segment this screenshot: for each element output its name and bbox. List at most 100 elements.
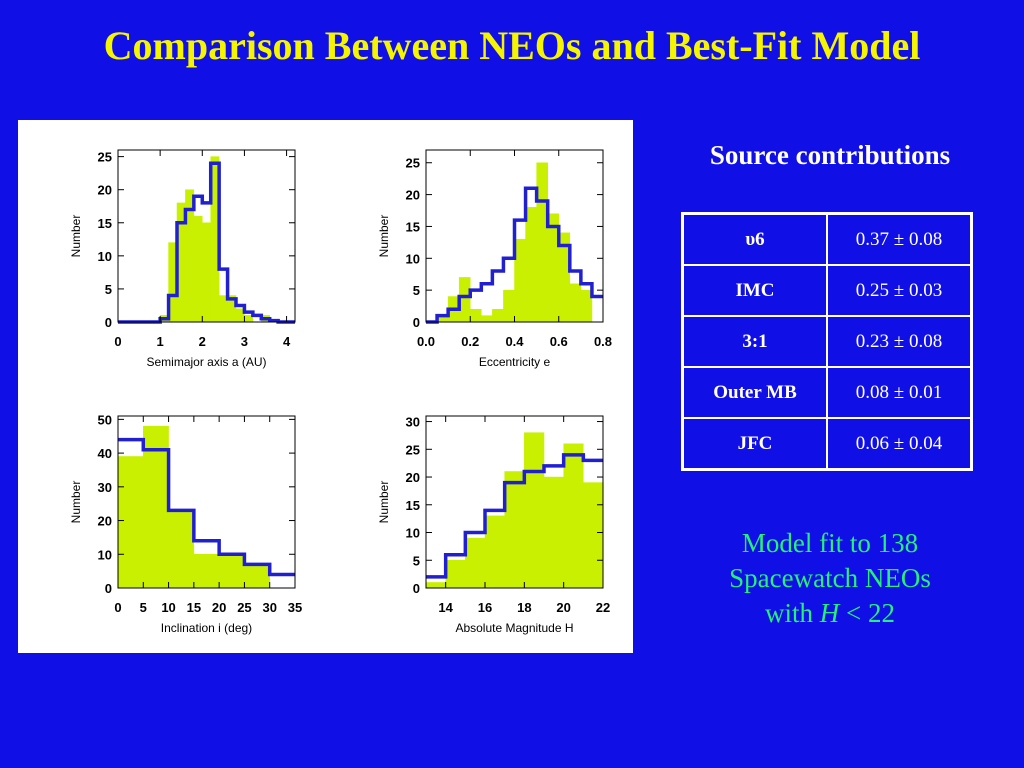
- y-tick-label: 0: [105, 581, 112, 596]
- y-tick-label: 10: [98, 547, 112, 562]
- observed-bar: [202, 222, 211, 323]
- x-tick-label: 10: [161, 600, 175, 615]
- y-tick-label: 50: [98, 412, 112, 427]
- x-axis-label: Inclination i (deg): [161, 621, 252, 635]
- table-row: Outer MB 0.08 ± 0.01: [681, 366, 973, 419]
- x-axis-label: Semimajor axis a (AU): [146, 355, 266, 369]
- source-contributions-table: υ6 0.37 ± 0.08 IMC 0.25 ± 0.03 3:1 0.23 …: [681, 212, 973, 471]
- observed-bar: [583, 482, 604, 589]
- y-tick-label: 0: [413, 581, 420, 596]
- x-tick-label: 15: [187, 600, 201, 615]
- observed-bar: [481, 315, 493, 323]
- y-tick-label: 0: [413, 315, 420, 330]
- y-tick-label: 30: [98, 480, 112, 495]
- model-note-variable: H: [819, 598, 840, 628]
- x-axis-label: Absolute Magnitude H: [455, 621, 573, 635]
- y-tick-label: 20: [98, 514, 112, 529]
- x-tick-label: 0: [114, 334, 121, 349]
- observed-bar: [525, 207, 537, 323]
- chart-panel: 0 1 2 3 4 0 5 10 15 20 25 Semimajor axis a (AU) Numb…: [18, 120, 633, 653]
- x-tick-label: 18: [517, 600, 531, 615]
- y-tick-label: 15: [406, 498, 420, 513]
- x-tick-label: 30: [262, 600, 276, 615]
- y-tick-label: 5: [105, 282, 112, 297]
- model-note-line: Model fit to 138: [741, 528, 919, 558]
- table-row: IMC 0.25 ± 0.03: [681, 264, 973, 317]
- y-tick-label: 25: [98, 150, 112, 165]
- y-axis-label: Number: [69, 481, 83, 524]
- observed-bar: [503, 289, 515, 323]
- observed-bar: [492, 309, 504, 323]
- x-tick-label: 25: [237, 600, 251, 615]
- observed-bar: [524, 432, 545, 589]
- observed-bar: [543, 476, 564, 589]
- source-name: Outer MB: [681, 366, 828, 419]
- source-value: 0.37 ± 0.08: [826, 212, 973, 266]
- y-tick-label: 40: [98, 446, 112, 461]
- source-value: 0.08 ± 0.01: [826, 366, 973, 419]
- source-name: JFC: [681, 417, 828, 471]
- source-contributions-heading: Source contributions: [709, 140, 951, 170]
- observed-bar: [244, 564, 270, 589]
- observed-bar: [563, 443, 584, 589]
- x-tick-label: 0.2: [461, 334, 479, 349]
- y-tick-label: 30: [406, 415, 420, 430]
- x-tick-label: 0.6: [550, 334, 568, 349]
- x-axis-label: Eccentricity e: [479, 355, 551, 369]
- plot-frame: [117, 149, 296, 323]
- x-tick-label: 0: [114, 600, 121, 615]
- x-tick-label: 2: [199, 334, 206, 349]
- observed-bar: [143, 425, 169, 589]
- y-tick-label: 15: [406, 219, 420, 234]
- table-row: υ6 0.37 ± 0.08: [681, 212, 973, 266]
- y-tick-label: 5: [413, 553, 420, 568]
- source-value: 0.25 ± 0.03: [826, 264, 973, 317]
- y-axis-label: Number: [377, 215, 391, 258]
- observed-bar: [425, 582, 446, 589]
- observed-bar: [117, 456, 144, 589]
- x-tick-label: 20: [556, 600, 570, 615]
- x-tick-label: 1: [157, 334, 164, 349]
- y-tick-label: 25: [406, 442, 420, 457]
- model-note-line: with H < 22: [660, 596, 1000, 631]
- model-note-prefix: with: [765, 598, 820, 628]
- x-tick-label: 22: [596, 600, 610, 615]
- x-tick-label: 3: [241, 334, 248, 349]
- observed-bar: [168, 510, 195, 589]
- x-tick-label: 5: [140, 600, 147, 615]
- source-name: υ6: [681, 212, 828, 266]
- source-name: IMC: [681, 264, 828, 317]
- page-title: Comparison Between NEOs and Best-Fit Mod…: [103, 23, 921, 68]
- y-tick-label: 20: [406, 188, 420, 203]
- x-tick-label: 0.4: [505, 334, 524, 349]
- observed-bar: [470, 309, 482, 323]
- model-line: [118, 437, 295, 577]
- source-value: 0.06 ± 0.04: [826, 417, 973, 471]
- source-name: 3:1: [681, 315, 828, 368]
- table-row: JFC 0.06 ± 0.04: [681, 417, 973, 471]
- y-tick-label: 10: [98, 249, 112, 264]
- model-line: [426, 453, 603, 579]
- y-tick-label: 5: [413, 283, 420, 298]
- model-line: [426, 186, 603, 324]
- x-tick-label: 4: [283, 334, 291, 349]
- x-tick-label: 20: [212, 600, 226, 615]
- y-tick-label: 10: [406, 251, 420, 266]
- observed-bar: [193, 215, 203, 323]
- x-tick-label: 0.8: [594, 334, 612, 349]
- model-fit-note: Model fit to 138 Spacewatch NEOs with H …: [660, 526, 1000, 631]
- model-note-line: Spacewatch NEOs: [729, 563, 931, 593]
- model-note-suffix: < 22: [839, 598, 895, 628]
- y-tick-label: 20: [98, 183, 112, 198]
- observed-bar: [445, 560, 466, 589]
- y-axis-label: Number: [377, 481, 391, 524]
- y-tick-label: 15: [98, 216, 112, 231]
- x-tick-label: 16: [478, 600, 492, 615]
- x-tick-label: 0.0: [417, 334, 435, 349]
- y-tick-label: 0: [105, 315, 112, 330]
- plot-frame: [117, 415, 296, 589]
- plot-frame: [425, 415, 604, 589]
- y-tick-label: 25: [406, 156, 420, 171]
- y-tick-label: 20: [406, 470, 420, 485]
